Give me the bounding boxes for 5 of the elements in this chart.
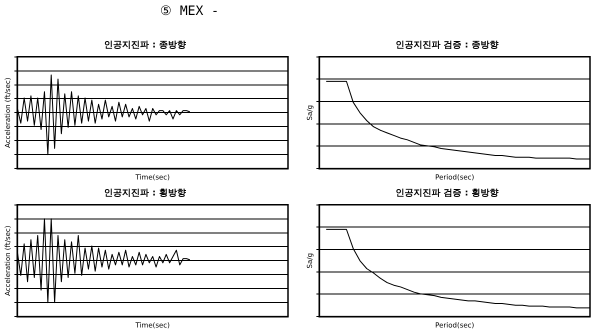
- chart-title: 인공지진파 : 종방향: [104, 40, 186, 51]
- chart-title: 인공지진파 검증 : 종방향: [396, 40, 498, 51]
- chart-title: 인공지진파 : 횡방향: [104, 188, 186, 199]
- chart-title: 인공지진파 검증 : 횡방향: [396, 188, 498, 199]
- text: ⑤ MEX -: [160, 3, 219, 19]
